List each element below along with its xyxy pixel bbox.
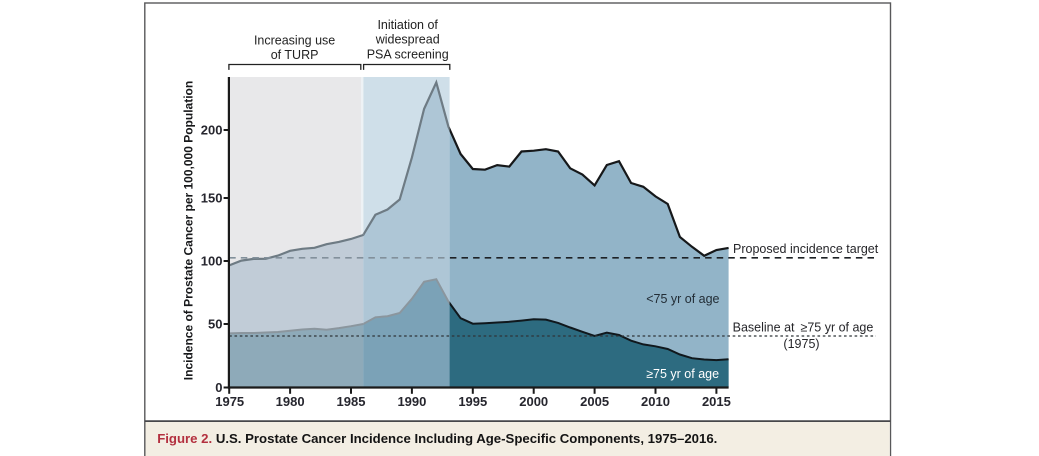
svg-text:widespread: widespread xyxy=(375,33,440,47)
svg-text:100: 100 xyxy=(201,253,223,268)
svg-text:1985: 1985 xyxy=(337,394,366,409)
svg-text:Baseline at ≥75 yr of age: Baseline at ≥75 yr of age xyxy=(733,321,874,335)
svg-text:of TURP: of TURP xyxy=(271,48,319,62)
svg-text:2005: 2005 xyxy=(580,394,609,409)
svg-text:2000: 2000 xyxy=(519,394,548,409)
svg-text:(1975): (1975) xyxy=(783,337,819,351)
svg-text:Incidence of Prostate Cancer p: Incidence of Prostate Cancer per 100,000… xyxy=(182,81,196,380)
svg-text:200: 200 xyxy=(201,122,223,137)
svg-text:Increasing use: Increasing use xyxy=(254,34,335,48)
svg-text:<75 yr of age: <75 yr of age xyxy=(646,292,719,306)
svg-text:PSA screening: PSA screening xyxy=(367,48,449,62)
svg-text:2010: 2010 xyxy=(641,394,670,409)
svg-text:≥75 yr of age: ≥75 yr of age xyxy=(646,367,719,381)
svg-text:50: 50 xyxy=(208,316,222,331)
svg-text:150: 150 xyxy=(201,190,223,205)
svg-text:0: 0 xyxy=(215,380,222,395)
svg-text:1990: 1990 xyxy=(397,394,426,409)
svg-text:Figure 2. U.S. Prostate Cancer: Figure 2. U.S. Prostate Cancer Incidence… xyxy=(157,431,717,446)
svg-text:1980: 1980 xyxy=(276,394,305,409)
svg-text:Proposed incidence target: Proposed incidence target xyxy=(733,242,879,256)
svg-text:1995: 1995 xyxy=(458,394,487,409)
svg-text:Initiation of: Initiation of xyxy=(377,18,438,32)
svg-text:2015: 2015 xyxy=(702,394,731,409)
svg-text:1975: 1975 xyxy=(215,394,244,409)
